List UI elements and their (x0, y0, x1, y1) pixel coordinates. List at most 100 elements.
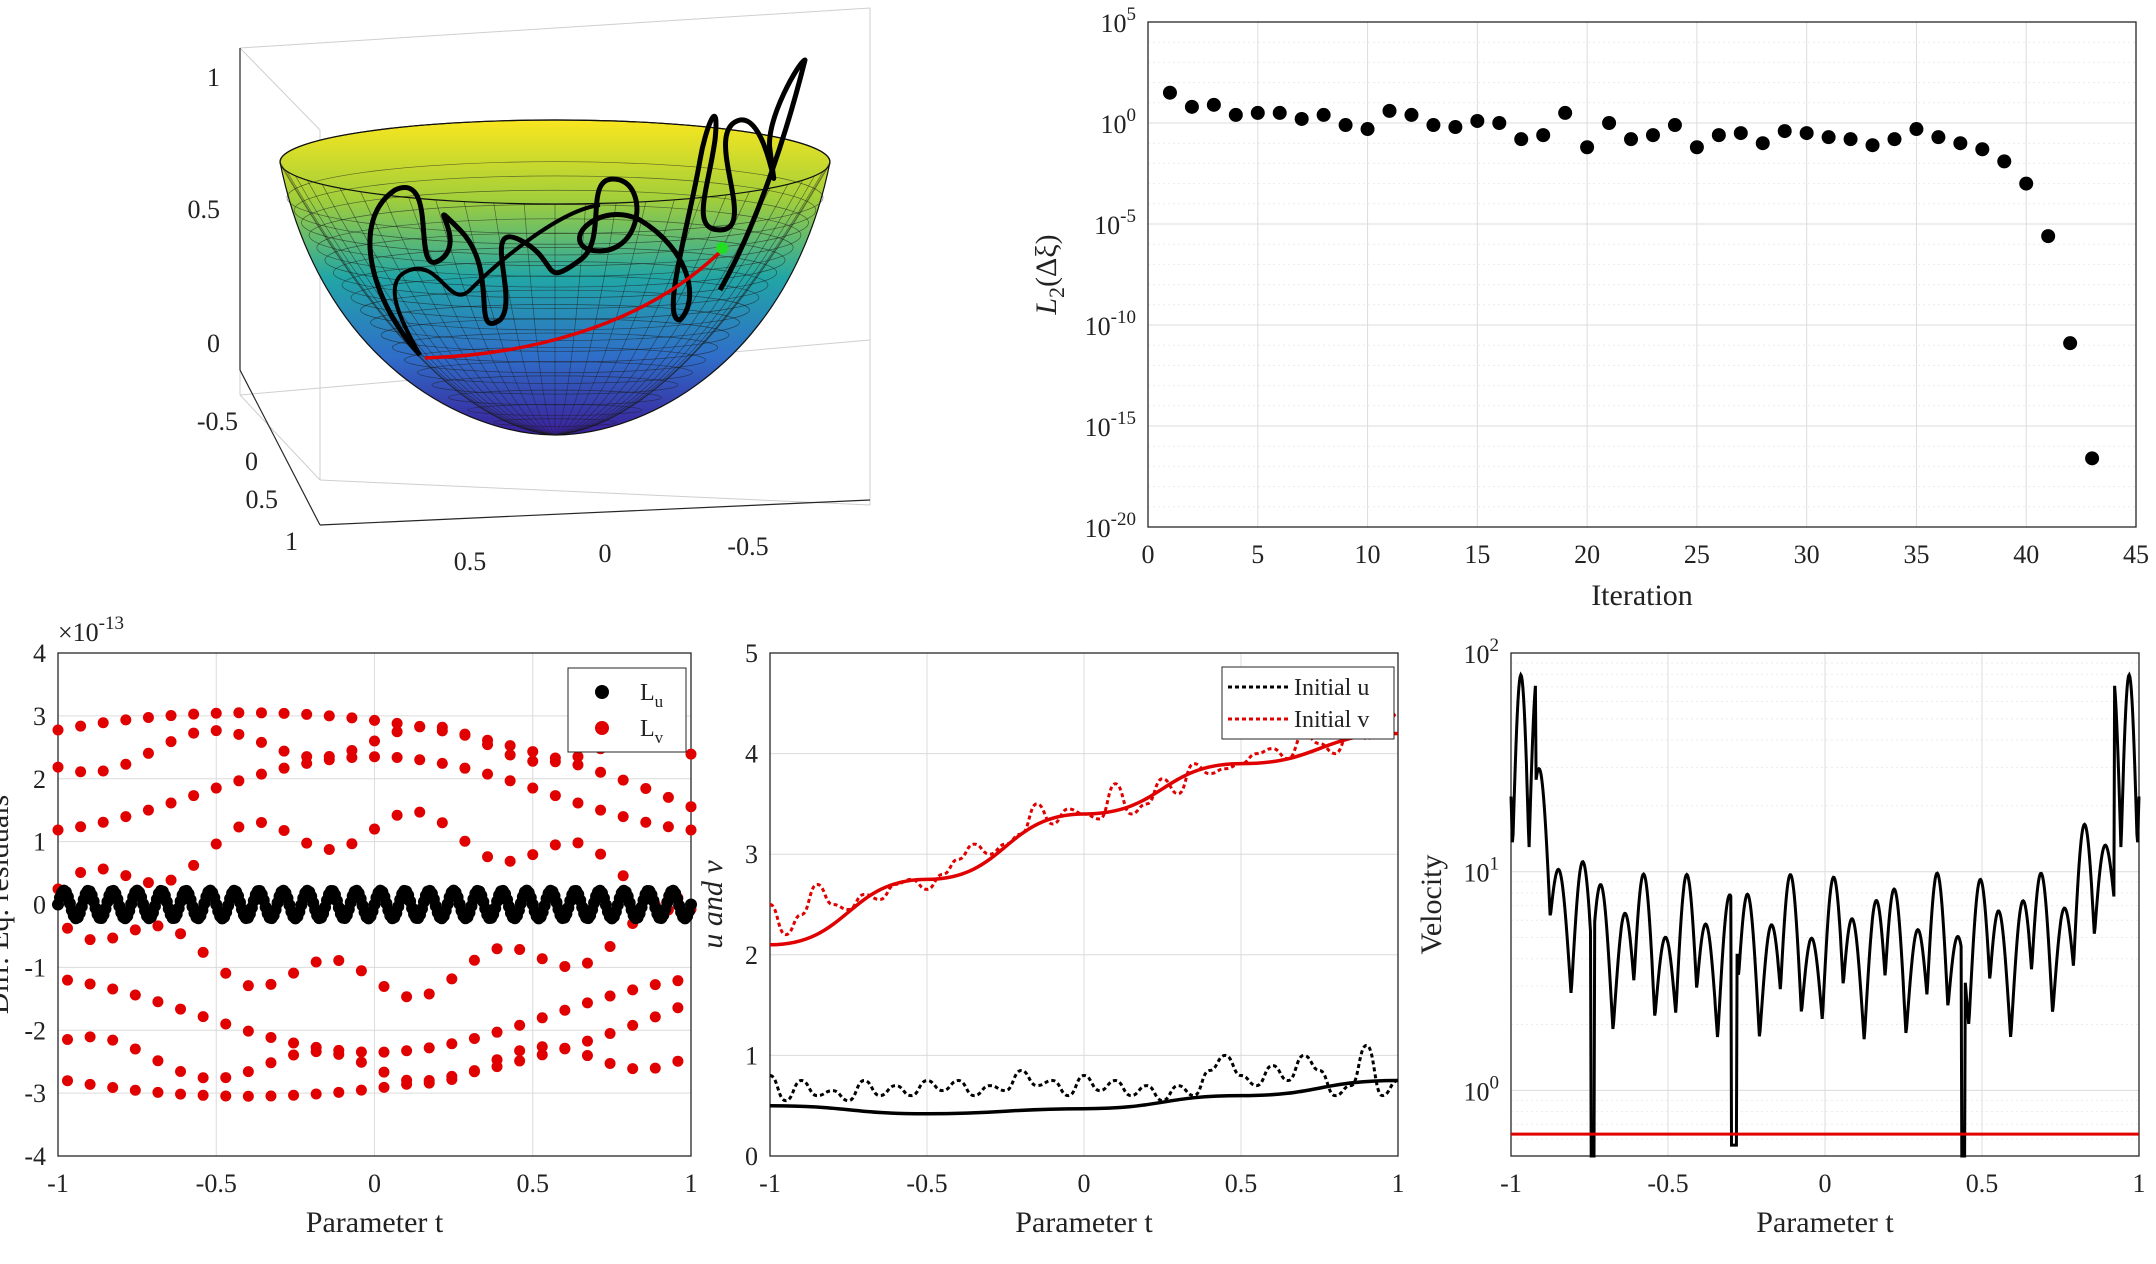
residual-v-point (165, 736, 177, 748)
data-point (1997, 154, 2012, 169)
residual-v-point (436, 725, 448, 737)
residual-v-point (514, 1019, 526, 1031)
residual-v-point (536, 953, 548, 965)
residual-v-point (446, 973, 458, 985)
tick-exponent: 0 (1490, 1072, 1500, 1093)
x-tick-label: -1 (1500, 1169, 1522, 1198)
tick-exponent: -15 (1111, 408, 1136, 429)
plot-frame (1147, 21, 2137, 528)
residual-v-point (165, 710, 177, 722)
y-tick-label: 3 (33, 702, 46, 731)
x-tick-label: -1 (759, 1169, 781, 1198)
y-tick-label: 1 (745, 1041, 758, 1070)
y-label-arg: (Δξ) (1030, 234, 1063, 287)
residual-v-point (549, 839, 561, 851)
tick-base: 10 (1094, 211, 1120, 240)
solution-curve (769, 1078, 1399, 1116)
y-axis-label: Diff. Eq. residuals (0, 795, 15, 1014)
x-tick-label: 30 (1794, 540, 1820, 569)
y-tick-label: 3 (745, 840, 758, 869)
residual-v-point (61, 1033, 73, 1045)
legend-sub: u (655, 692, 664, 711)
residuals-plot-panel: -1 -0.5 0 0.5 143210-1-2-3-4×10-13LuLvParame… (0, 613, 698, 1239)
data-point (1536, 128, 1551, 143)
tick-exponent: 2 (1490, 635, 1500, 656)
residual-v-point (527, 849, 539, 861)
residual-v-point (401, 991, 413, 1003)
y-tick-label: -1 (24, 953, 46, 982)
data-point (1558, 105, 1573, 120)
residual-v-point (617, 870, 629, 882)
residual-v-point (97, 765, 109, 777)
x-tick-label: 25 (1684, 540, 1710, 569)
residual-v-point (527, 755, 539, 767)
residual-v-point (446, 1038, 458, 1050)
residual-v-point (369, 751, 380, 763)
x-tick-label: -1 (47, 1169, 69, 1198)
residual-v-point (242, 1066, 254, 1078)
residual-v-point (527, 746, 539, 758)
data-point (1711, 128, 1726, 143)
data-point (1184, 99, 1199, 114)
y-tick-label: 102 (1464, 635, 1500, 669)
tick-exponent: 5 (1127, 4, 1137, 25)
legend-base: L (640, 680, 655, 706)
residual-v-point (165, 797, 177, 809)
residual-v-point (685, 748, 697, 760)
residual-v-point (627, 1063, 639, 1075)
residual-v-point (414, 721, 426, 733)
residual-v-point (414, 754, 426, 766)
residual-v-point (323, 754, 335, 766)
y-tick-label: -4 (24, 1142, 46, 1171)
data-point (1645, 128, 1660, 143)
residual-v-point (142, 804, 154, 816)
data-point (1294, 111, 1309, 126)
residual-v-point (165, 874, 177, 886)
data-point (2041, 229, 2056, 244)
residual-v-point (152, 1086, 164, 1098)
residual-v-point (107, 932, 119, 944)
residual-v-point (288, 1089, 300, 1101)
residual-v-point (175, 1088, 187, 1100)
legend-label: Initial v (1294, 707, 1369, 733)
residual-v-point (107, 1034, 119, 1046)
residual-v-point (310, 1041, 322, 1053)
residual-v-point (423, 988, 435, 1000)
x-tick-label: 0 (368, 1169, 381, 1198)
y-tick-label: 0 (33, 891, 46, 920)
residual-v-point (672, 1055, 684, 1067)
y-axis-label: L2(Δξ) (1030, 234, 1069, 315)
x-tick-label: 15 (1464, 540, 1490, 569)
residual-v-point (672, 1002, 684, 1014)
residual-v-point (355, 1046, 367, 1058)
x-tick-label: 20 (1574, 540, 1600, 569)
legend-label: Initial u (1294, 675, 1369, 701)
residual-v-point (514, 1045, 526, 1057)
residual-v-point (514, 944, 526, 956)
tick-exponent: -10 (1111, 307, 1136, 328)
residual-v-point (640, 782, 652, 794)
residual-v-point (233, 775, 245, 787)
surface-rim (279, 119, 831, 205)
mesh-meridian (554, 180, 804, 436)
residual-v-point (617, 811, 629, 823)
residual-v-point (301, 708, 313, 720)
residual-v-point (423, 1042, 435, 1054)
legend-box (567, 667, 687, 753)
y-tick-label: 10-5 (1094, 206, 1136, 240)
residual-v-point (278, 707, 290, 719)
residual-v-point (61, 922, 73, 934)
plot-frame (1510, 652, 2140, 1157)
tick-base: 10 (1085, 514, 1111, 543)
residual-v-point (649, 1011, 661, 1023)
y-tick-label: 5 (745, 639, 758, 668)
geodesic-curve (424, 248, 724, 360)
y-tick-label: 10-20 (1085, 509, 1136, 543)
x-axis-line (319, 499, 871, 526)
residual-v-point (459, 835, 471, 847)
residual-v-point (436, 817, 448, 829)
data-point (1689, 140, 1704, 155)
residual-v-point (61, 1075, 73, 1087)
x-tick-label: 0.5 (1966, 1169, 1999, 1198)
